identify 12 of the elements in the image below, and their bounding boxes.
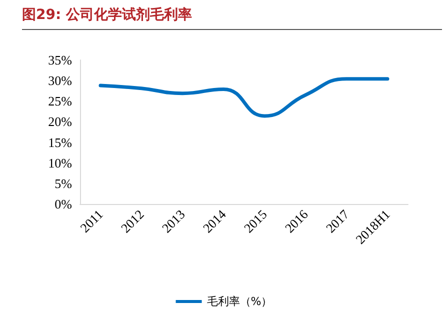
y-tick-label: 5% [54,176,72,191]
y-tick-label: 25% [48,94,72,109]
x-tick-label: 2011 [77,206,106,236]
y-tick-label: 0% [54,196,72,212]
y-tick-label: 30% [48,73,72,88]
y-tick-label: 15% [48,134,72,150]
y-tick-label: 10% [48,155,72,170]
legend-label: 毛利率（%） [206,295,272,308]
y-tick-label: 35% [48,52,72,68]
line-series [98,77,390,118]
y-tick-label: 20% [48,114,72,130]
chart-title: 图29: 公司化学试剂毛利率 [22,6,442,30]
